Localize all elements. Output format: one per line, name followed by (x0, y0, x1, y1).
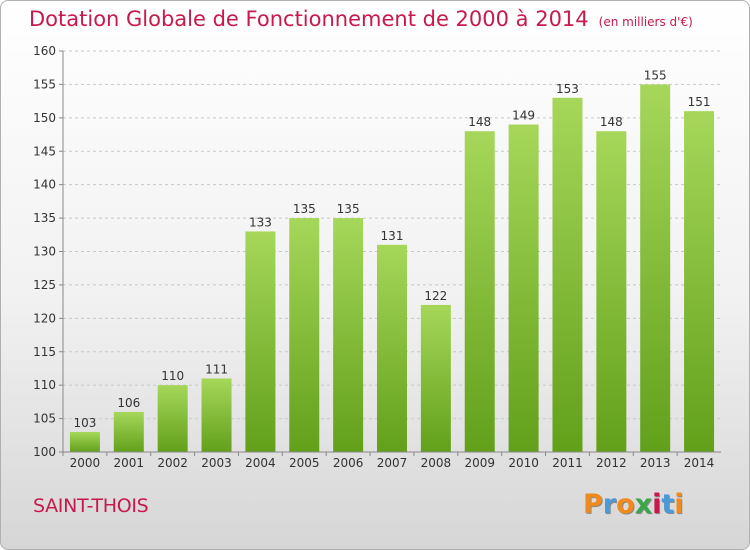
x-tick-label: 2014 (684, 456, 715, 470)
data-label: 151 (688, 95, 711, 109)
bar-2002 (157, 385, 188, 452)
bar-2014 (684, 111, 715, 453)
y-tick-label: 120 (33, 311, 56, 325)
data-label: 155 (644, 68, 667, 82)
logo-letter: o (616, 489, 635, 520)
bar-2006 (333, 218, 364, 452)
x-axis: 2000 2001 2002 2003 2004 2005 2006 2007 2008 2009… (62, 451, 721, 470)
y-tick-label: 135 (33, 211, 56, 225)
x-tick-label: 2009 (464, 456, 495, 470)
bar-2005 (289, 218, 320, 452)
bar-2009 (464, 131, 495, 452)
x-tick-label: 2000 (70, 456, 101, 470)
y-axis: 100 105 110 115 120 125 130 135 140 145 150 155 160 (33, 44, 64, 459)
x-tick-label: 2001 (114, 456, 145, 470)
y-tick-label: 145 (33, 144, 56, 158)
bars: 103 106 110 111 133 135 135 131 122 148 149 153 148 1… (69, 68, 715, 453)
data-label: 131 (381, 229, 404, 243)
bar-2003 (201, 378, 232, 452)
chart-unit: (en milliers d'€) (598, 15, 693, 29)
x-tick-label: 2013 (640, 456, 671, 470)
y-tick-label: 110 (33, 378, 56, 392)
logo-letter: r (602, 489, 617, 520)
bar-2011 (552, 97, 583, 453)
y-tick-label: 155 (33, 77, 56, 91)
bar-2013 (640, 84, 671, 453)
data-label: 148 (600, 115, 623, 129)
x-tick-label: 2003 (201, 456, 232, 470)
x-tick-label: 2006 (333, 456, 364, 470)
bar-2004 (245, 231, 276, 452)
data-label: 149 (512, 109, 535, 123)
chart-title-text: Dotation Globale de Fonctionnement de 20… (29, 7, 589, 31)
data-label: 135 (337, 202, 360, 216)
bar-2001 (113, 411, 144, 452)
logo-letter: i (652, 489, 662, 520)
data-label: 122 (424, 289, 447, 303)
data-label: 135 (293, 202, 316, 216)
x-tick-label: 2011 (552, 456, 583, 470)
bar-2007 (377, 244, 407, 452)
y-tick-label: 160 (33, 44, 56, 58)
data-label: 110 (161, 369, 184, 383)
y-tick-label: 130 (33, 245, 56, 259)
x-tick-label: 2004 (245, 456, 276, 470)
logo-letter: x (634, 489, 653, 520)
bar-2010 (508, 124, 539, 453)
bar-2008 (420, 304, 451, 452)
bar-2012 (596, 131, 627, 452)
logo-letter: i (674, 489, 684, 520)
data-label: 153 (556, 82, 579, 96)
bar-2000 (69, 431, 100, 452)
y-tick-label: 105 (33, 412, 56, 426)
x-tick-label: 2012 (596, 456, 627, 470)
y-tick-label: 100 (33, 445, 56, 459)
data-label: 103 (73, 416, 96, 430)
data-label: 106 (117, 396, 140, 410)
y-tick-label: 140 (33, 178, 56, 192)
x-tick-label: 2002 (157, 456, 188, 470)
x-tick-label: 2005 (289, 456, 320, 470)
location-name: SAINT-THOIS (33, 495, 149, 517)
data-label: 133 (249, 215, 272, 229)
data-label: 111 (205, 362, 228, 376)
y-tick-label: 150 (33, 111, 56, 125)
y-tick-label: 125 (33, 278, 56, 292)
logo-letter: P (583, 489, 603, 520)
x-tick-label: 2008 (421, 456, 452, 470)
x-tick-label: 2010 (508, 456, 539, 470)
y-tick-label: 115 (33, 345, 56, 359)
logo-letter: t (661, 489, 675, 520)
x-tick-label: 2007 (377, 456, 408, 470)
data-label: 148 (468, 115, 491, 129)
chart-title: Dotation Globale de Fonctionnement de 20… (29, 7, 693, 31)
